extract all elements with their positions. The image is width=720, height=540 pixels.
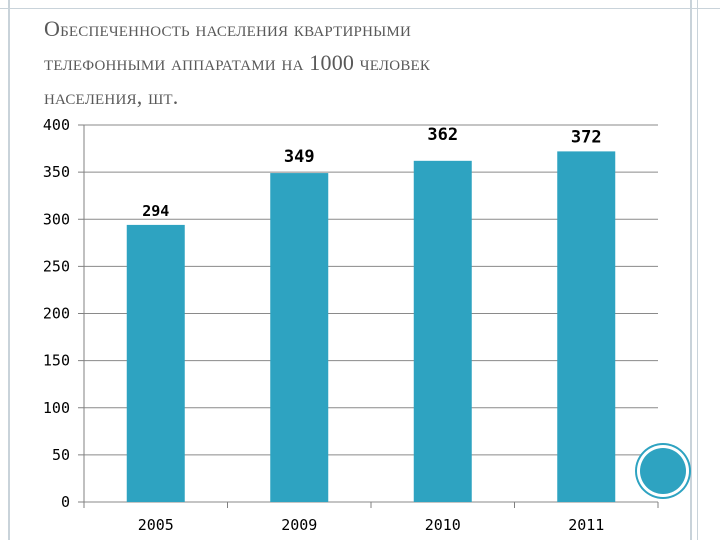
bar-2011 <box>557 151 616 502</box>
chart-title: Обеспеченность населения квартирными тел… <box>44 12 664 114</box>
y-tick-label: 300 <box>43 210 70 228</box>
frame-left-line <box>8 0 10 540</box>
data-labels: 294 349 362 372 <box>142 125 601 220</box>
bar-2009 <box>270 173 329 502</box>
y-tick-label: 250 <box>43 257 70 275</box>
x-tick-label: 2010 <box>425 516 461 534</box>
x-axis-ticks: 2005 2009 2010 2011 <box>138 502 659 534</box>
y-tick-label: 350 <box>43 163 70 181</box>
y-tick-label: 100 <box>43 399 70 417</box>
bar-2010 <box>413 160 472 502</box>
title-line-2: телефонными аппаратами на 1000 человек <box>44 50 431 75</box>
data-label-2009: 349 <box>284 147 315 167</box>
y-axis-ticks: 0 50 100 150 200 250 300 350 400 <box>43 116 84 511</box>
frame-top-line <box>0 8 720 9</box>
x-tick-label: 2009 <box>281 516 317 534</box>
bars <box>126 151 616 502</box>
x-tick-label: 2005 <box>138 516 174 534</box>
data-label-2005: 294 <box>142 202 169 220</box>
frame-right-line-inner <box>697 0 698 540</box>
y-tick-label: 400 <box>43 116 70 134</box>
title-line-1: Обеспеченность населения квартирными <box>44 16 411 41</box>
title-line-3: населения, шт. <box>44 84 179 109</box>
y-tick-label: 200 <box>43 305 70 323</box>
y-tick-label: 50 <box>52 446 70 464</box>
decorative-circle <box>640 448 686 494</box>
frame-right-line <box>690 0 692 540</box>
data-label-2010: 362 <box>427 125 458 145</box>
bar-2005 <box>126 224 185 502</box>
data-label-2011: 372 <box>571 127 602 147</box>
y-tick-label: 0 <box>61 493 70 511</box>
x-tick-label: 2011 <box>568 516 604 534</box>
y-tick-label: 150 <box>43 352 70 370</box>
